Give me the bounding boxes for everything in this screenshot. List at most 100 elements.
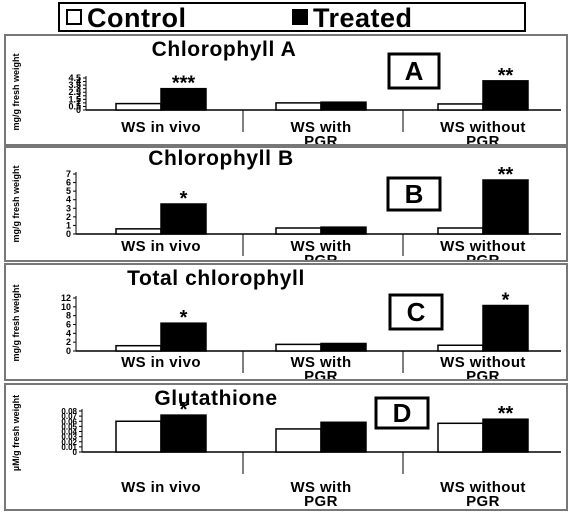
legend-label-control: Control [87,3,187,33]
y-tick-label: 0.01 [61,443,77,452]
y-tick-label: 0.02 [61,438,77,447]
y-tick-label: 5 [66,186,71,196]
x-category-label: WS without [440,119,526,136]
x-category-label: WS in vivo [121,354,201,371]
y-tick-label: 1 [66,220,71,230]
bar-control [437,422,484,453]
y-tick-label: 6 [66,320,71,330]
y-tick-label: 0.04 [61,428,77,437]
significance-label: *** [172,73,196,95]
bar-control [437,227,484,235]
x-category-label: WS with [290,119,351,136]
panel-chlorophyll-a: Chlorophyll A mg/g fresh weight 0 0.5 1 1.5 2 2… [4,34,568,146]
y-tick-label: 0 [66,229,71,239]
y-tick-label: 0 [76,105,81,115]
y-tick-label: 4 [76,77,81,87]
bar-treated [160,87,207,111]
bar-treated [160,203,207,235]
bar-treated [482,418,529,453]
y-tick-label: 0.05 [61,422,77,431]
chart-chlorophyll-a: Chlorophyll A mg/g fresh weight 00.511.522… [11,38,561,144]
bar-treated [320,101,367,111]
significance-label: * [180,399,188,421]
y-tick-label: 4 [66,328,71,338]
x-category-label: WS without [440,479,526,496]
y-axis-label: mg/g fresh weight [11,284,21,361]
x-category-label: WS in vivo [121,238,201,255]
legend-swatch-treated [292,9,308,25]
x-category-label: PGR [304,368,338,379]
legend: Control Treated [58,2,526,33]
y-tick-label: 4 [66,195,71,205]
chart-title: Total chlorophyll [127,267,305,290]
y-tick-label: 1.5 [68,94,81,104]
bar-treated [320,342,367,352]
significance-label: ** [498,403,514,425]
panel-label: A [405,56,424,86]
y-tick-label: 2 [66,337,71,347]
x-category-label: PGR [466,133,500,144]
x-category-label: WS without [440,238,526,255]
bar-control [275,343,322,352]
bar-treated [320,226,367,235]
panel-label: D [393,398,412,428]
y-tick-label: 0.07 [61,412,77,421]
legend-swatch-control [66,9,82,25]
bar-treated [160,322,207,352]
y-tick-label: 8 [66,311,71,321]
panel-label-box [374,396,430,430]
y-tick-label: 1 [76,98,81,108]
y-axis-label: mg/g fresh weight [11,165,21,242]
x-category-label: PGR [466,368,500,379]
bar-control [115,228,162,235]
bar-control [275,102,322,111]
bar-treated [160,414,207,453]
panel-total-chlorophyll: Total chlorophyll mg/g fresh weight 0 2 4 6 8 1… [4,263,568,381]
y-tick-label: 4.5 [68,73,81,83]
y-axis-label: µM/g fresh weight [11,395,21,471]
bar-treated [482,80,529,111]
y-axis-label: mg/g fresh weight [11,53,21,130]
chart-title: Chlorophyll A [152,38,297,61]
x-category-label: WS with [290,238,351,255]
y-tick-label: 0.5 [68,101,81,111]
panel-label: C [407,297,426,327]
y-tick-label: 2 [76,91,81,101]
y-tick-label: 6 [66,178,71,188]
significance-label: * [180,307,188,329]
chart-title: Chlorophyll B [148,148,293,170]
y-tick-label: 12 [61,293,71,303]
x-category-label: PGR [304,493,338,509]
bar-control [275,227,322,235]
y-tick-label: 3.5 [68,80,81,90]
x-category-label: PGR [304,133,338,144]
y-tick-label: 7 [66,169,71,179]
chart-title: Glutathione [154,387,277,410]
y-tick-label: 0 [66,346,71,356]
panel-label: B [405,179,424,209]
x-category-label: WS with [290,354,351,371]
y-tick-label: 0.08 [61,407,77,416]
y-tick-label: 0 [73,448,78,457]
bar-control [115,344,162,352]
bar-control [115,420,162,453]
significance-label: ** [498,164,514,186]
x-category-label: PGR [466,493,500,509]
y-tick-label: 10 [61,302,71,312]
bar-control [437,103,484,111]
panel-label-box [387,52,441,90]
x-category-label: WS in vivo [121,479,201,496]
x-category-label: PGR [304,252,338,260]
y-tick-label: 2 [66,212,71,222]
y-tick-label: 2.5 [68,87,81,97]
significance-label: * [502,290,510,312]
bar-control [115,102,162,111]
significance-label: ** [498,65,514,87]
bar-treated [320,421,367,453]
panel-glutathione: Glutathione µM/g fresh weight 0 0.01 0.02 0.0… [4,383,568,511]
x-category-label: WS without [440,354,526,371]
y-tick-label: 3 [66,203,71,213]
significance-label: * [180,188,188,210]
